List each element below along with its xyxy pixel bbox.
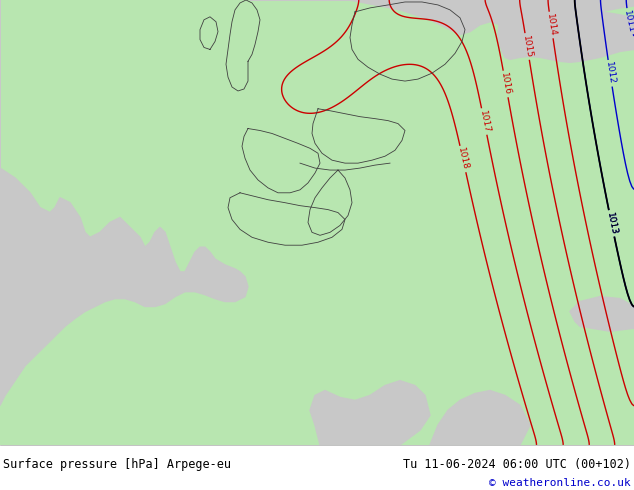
Text: 1016: 1016	[499, 72, 512, 96]
Text: Surface pressure [hPa] Arpege-eu: Surface pressure [hPa] Arpege-eu	[3, 458, 231, 471]
Text: 1015: 1015	[521, 34, 533, 58]
Polygon shape	[250, 0, 634, 35]
Text: 1017: 1017	[477, 109, 491, 134]
Polygon shape	[310, 381, 430, 445]
Polygon shape	[498, 0, 634, 62]
Text: © weatheronline.co.uk: © weatheronline.co.uk	[489, 478, 631, 488]
Text: 1011: 1011	[623, 9, 634, 34]
Text: 1012: 1012	[604, 61, 616, 85]
Polygon shape	[430, 391, 530, 445]
Text: 1013: 1013	[605, 211, 618, 236]
Polygon shape	[0, 0, 248, 405]
Text: 1018: 1018	[456, 147, 470, 171]
Text: 1013: 1013	[605, 211, 618, 236]
Polygon shape	[570, 296, 634, 331]
Text: 1014: 1014	[545, 13, 557, 37]
Text: Tu 11-06-2024 06:00 UTC (00+102): Tu 11-06-2024 06:00 UTC (00+102)	[403, 458, 631, 471]
